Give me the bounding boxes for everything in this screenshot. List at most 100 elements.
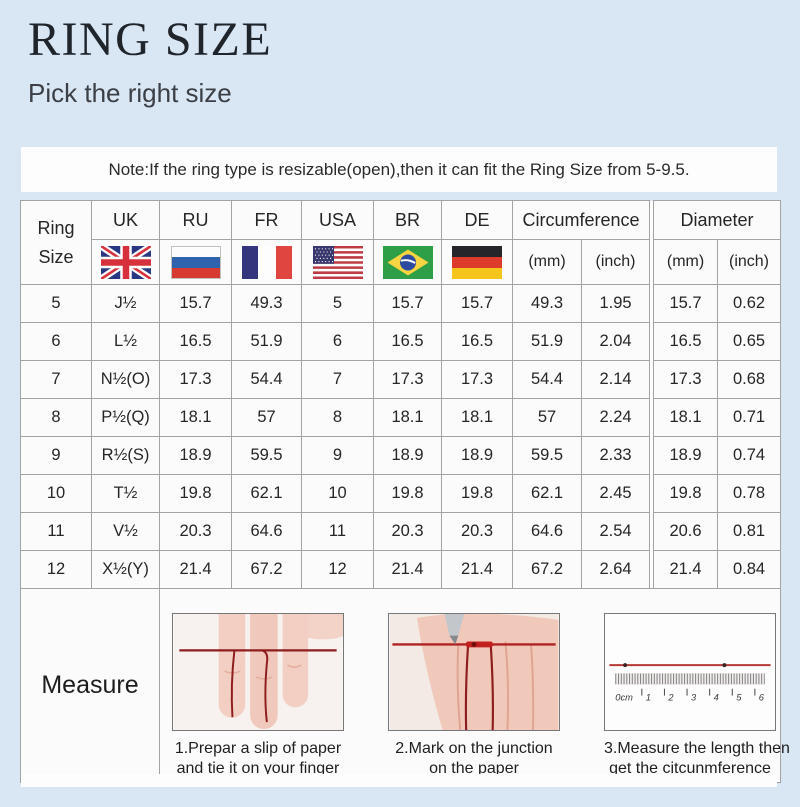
step1-caption: 1.Prepar a slip of paper and tie it on y… [174,739,342,777]
cell-ru: 17.3 [159,360,232,399]
column-gap [649,200,654,285]
cell-dia_inch: 0.65 [717,322,782,361]
cell-dia_inch: 0.78 [717,474,782,513]
size-table-body: 5 J½ 15.7 49.3 5 15.7 15.7 49.3 1.95 15.7 0.62 6 L½ 1… [20,284,782,589]
cell-dia_mm: 15.7 [653,284,719,323]
cell-fr: 57 [231,398,302,437]
usa-flag-icon [312,245,363,279]
header-diameter: Diameter [653,200,782,240]
cell-dia_mm: 19.8 [653,474,719,513]
diameter-mm-header: (mm) [653,239,719,285]
measure-steps: 1.Prepar a slip of paper and tie it on y… [158,588,790,783]
header-uk: UK [91,200,160,240]
size-row: 11 V½ 20.3 64.6 11 20.3 20.3 64.6 2.54 20.6 0.81 [20,512,782,551]
cell-usa: 6 [301,322,374,361]
cell-fr: 59.5 [231,436,302,475]
cell-size: 7 [20,360,92,399]
circumference-inch-header: (inch) [580,239,651,285]
cell-usa: 9 [301,436,374,475]
cell-dia_inch: 0.71 [717,398,782,437]
cell-uk: J½ [91,284,160,323]
cell-circ_inch: 2.24 [580,398,651,437]
column-gap [649,474,654,513]
cell-circ_inch: 2.64 [580,550,651,589]
cell-circ_inch: 2.04 [580,322,651,361]
ruler-label: 1 [646,692,651,702]
ruler-label: 3 [691,692,697,702]
cell-size: 11 [20,512,92,551]
cell-usa: 12 [301,550,374,589]
cell-fr: 62.1 [231,474,302,513]
bottom-panel [21,774,777,787]
cell-ru: 19.8 [159,474,232,513]
column-gap [649,436,654,475]
cell-dia_mm: 18.1 [653,398,719,437]
cell-br: 18.9 [373,436,442,475]
cell-dia_inch: 0.84 [717,550,782,589]
measure-step-1: 1.Prepar a slip of paper and tie it on y… [172,612,344,779]
size-row: 5 J½ 15.7 49.3 5 15.7 15.7 49.3 1.95 15.7 0.62 [20,284,782,323]
cell-circ_inch: 1.95 [580,284,651,323]
cell-size: 12 [20,550,92,589]
cell-usa: 5 [301,284,374,323]
diameter-inch-header: (inch) [717,239,782,285]
cell-ru: 15.7 [159,284,232,323]
cell-circ_mm: 57 [512,398,582,437]
cell-de: 18.9 [441,436,513,475]
measure-step-2: 2.Mark on the junction on the paper [388,612,560,779]
cell-br: 20.3 [373,512,442,551]
cell-dia_inch: 0.68 [717,360,782,399]
finger-string-icon [173,613,343,730]
de-flag-icon [452,245,502,279]
cell-br: 15.7 [373,284,442,323]
fr-flag-cell [231,239,302,285]
step1-image [172,612,344,731]
ruler-icon: 0cm 1 2 3 4 5 6 [605,613,775,730]
cell-circ_mm: 64.6 [512,512,582,551]
cell-circ_mm: 62.1 [512,474,582,513]
cell-de: 16.5 [441,322,513,361]
usa-flag-cell [301,239,374,285]
cell-fr: 54.4 [231,360,302,399]
ru-flag-cell [159,239,232,285]
measure-label: Measure [20,588,160,783]
br-flag-icon [382,245,433,279]
cell-size: 10 [20,474,92,513]
cell-uk: N½(O) [91,360,160,399]
ruler-label: 4 [714,692,719,702]
size-row: 9 R½(S) 18.9 59.5 9 18.9 18.9 59.5 2.33 18.9 0.74 [20,436,782,475]
cell-fr: 49.3 [231,284,302,323]
uk-flag-icon [100,245,151,279]
ruler-label: 6 [759,692,765,702]
cell-dia_inch: 0.74 [717,436,782,475]
ring-size-line2: Size [38,246,74,267]
ruler-label: 2 [667,692,674,702]
header-ru: RU [159,200,232,240]
cell-uk: T½ [91,474,160,513]
cell-circ_mm: 49.3 [512,284,582,323]
cell-circ_mm: 51.9 [512,322,582,361]
header-de: DE [441,200,513,240]
page-subtitle: Pick the right size [28,78,232,108]
header-row-labels: Ring Size UK RU FR USA BR DE Circumferen… [20,200,782,285]
cell-de: 19.8 [441,474,513,513]
cell-uk: X½(Y) [91,550,160,589]
cell-br: 17.3 [373,360,442,399]
header-fr: FR [231,200,302,240]
cell-usa: 11 [301,512,374,551]
cell-dia_mm: 20.6 [653,512,719,551]
cell-dia_mm: 16.5 [653,322,719,361]
br-flag-cell [373,239,442,285]
size-row: 8 P½(Q) 18.1 57 8 18.1 18.1 57 2.24 18.1 0.71 [20,398,782,437]
column-gap [649,550,654,589]
cell-de: 21.4 [441,550,513,589]
cell-ru: 18.9 [159,436,232,475]
header-usa: USA [301,200,374,240]
cell-dia_mm: 18.9 [653,436,719,475]
ru-flag-icon [170,245,221,279]
step2-image [388,612,560,731]
cell-de: 17.3 [441,360,513,399]
cell-de: 20.3 [441,512,513,551]
cell-fr: 67.2 [231,550,302,589]
